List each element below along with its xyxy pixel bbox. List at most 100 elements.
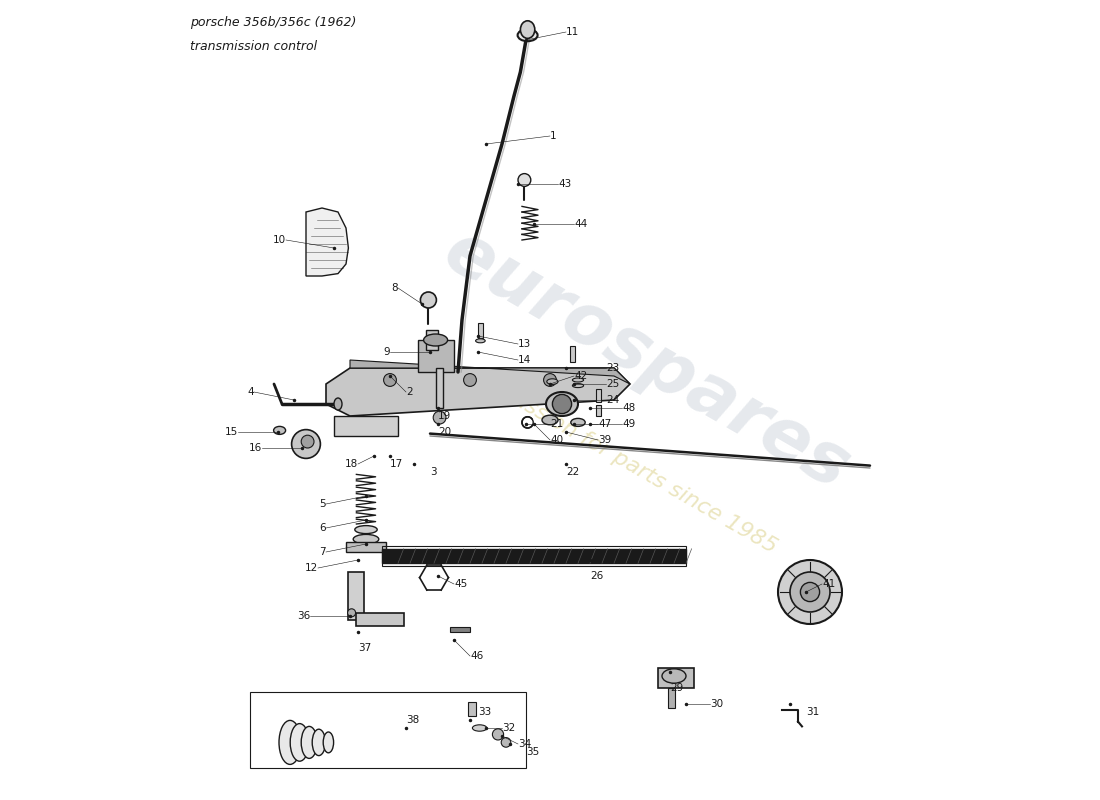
Bar [478,323,483,338]
Bar [382,546,686,566]
Text: 8: 8 [392,283,398,293]
Polygon shape [306,208,349,276]
Ellipse shape [547,378,558,384]
Bar [596,389,602,402]
Circle shape [522,417,534,428]
Text: 45: 45 [454,579,467,589]
Text: 44: 44 [574,219,587,229]
Bar [570,346,575,362]
Circle shape [790,572,830,612]
Circle shape [518,174,531,186]
Bar [418,340,454,372]
Ellipse shape [312,730,326,755]
Text: eurospares: eurospares [431,216,861,504]
Text: 17: 17 [390,459,404,469]
Circle shape [292,430,320,458]
Ellipse shape [424,334,448,346]
Text: 9: 9 [384,347,390,357]
Text: 33: 33 [478,707,492,717]
Bar [382,549,686,563]
Bar [349,572,364,620]
Text: 40: 40 [550,435,563,445]
Circle shape [301,435,314,448]
Text: 32: 32 [502,723,515,733]
Circle shape [502,738,510,747]
Text: 6: 6 [319,523,326,533]
Ellipse shape [279,720,301,765]
Text: 30: 30 [710,699,723,709]
Text: 21: 21 [550,419,563,429]
Text: 16: 16 [249,443,262,453]
Ellipse shape [572,378,584,382]
Polygon shape [326,368,630,416]
Bar [658,668,694,688]
Ellipse shape [301,726,317,758]
Text: 26: 26 [590,571,603,581]
Circle shape [493,729,504,740]
Ellipse shape [572,383,584,387]
Ellipse shape [520,21,535,38]
Text: 20: 20 [438,427,451,437]
Text: a passion for parts since 1985: a passion for parts since 1985 [480,371,781,557]
Text: 35: 35 [526,747,539,757]
Text: 7: 7 [319,547,326,557]
Circle shape [801,582,820,602]
Text: 5: 5 [319,499,326,509]
Text: 31: 31 [806,707,820,717]
Text: 48: 48 [621,403,636,413]
Circle shape [433,411,446,424]
Bar [469,702,476,716]
Text: 15: 15 [224,427,238,437]
Bar [346,542,386,552]
Text: 13: 13 [518,339,531,349]
Text: 4: 4 [248,387,254,397]
Text: 38: 38 [406,715,419,725]
Ellipse shape [472,725,487,731]
Text: 19: 19 [438,411,451,421]
Text: 1: 1 [550,131,557,141]
Text: 34: 34 [518,739,531,749]
Text: 29: 29 [670,683,683,693]
Circle shape [384,374,396,386]
Bar [426,330,438,350]
Ellipse shape [546,392,578,416]
Ellipse shape [518,30,538,41]
Text: 47: 47 [598,419,612,429]
Text: 2: 2 [406,387,412,397]
Ellipse shape [290,723,309,762]
Circle shape [348,609,355,617]
Text: 10: 10 [273,235,286,245]
Text: 12: 12 [305,563,318,573]
Text: 24: 24 [606,395,619,405]
Ellipse shape [323,732,333,753]
Ellipse shape [571,418,585,426]
Ellipse shape [662,669,686,683]
Text: 3: 3 [430,467,437,477]
Bar [596,405,602,416]
Text: 22: 22 [566,467,580,477]
Text: 14: 14 [518,355,531,365]
Circle shape [463,374,476,386]
Text: transmission control: transmission control [190,40,317,53]
Ellipse shape [353,534,378,544]
Polygon shape [350,360,630,384]
Text: 25: 25 [606,379,619,389]
Circle shape [778,560,842,624]
Text: 36: 36 [297,611,310,621]
Text: porsche 356b/356c (1962): porsche 356b/356c (1962) [190,16,356,29]
Text: 11: 11 [566,27,580,37]
Bar [250,692,526,768]
Text: 41: 41 [822,579,835,589]
Text: 42: 42 [574,371,587,381]
Text: 46: 46 [470,651,483,661]
Text: 39: 39 [598,435,612,445]
Text: 37: 37 [358,643,372,653]
Ellipse shape [274,426,286,434]
Circle shape [543,374,557,386]
Bar [669,688,674,708]
Bar [356,613,405,626]
Bar [450,627,470,632]
Text: 49: 49 [621,419,636,429]
Text: 18: 18 [344,459,358,469]
Text: 23: 23 [606,363,619,373]
